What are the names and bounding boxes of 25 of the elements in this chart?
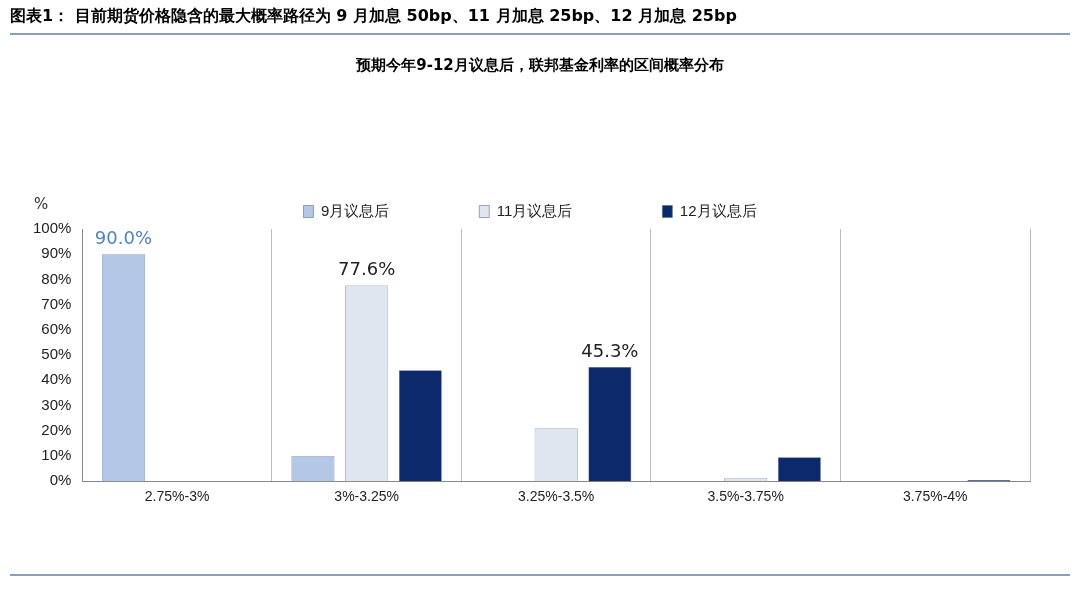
- y-tick-label: 80%: [41, 269, 72, 287]
- y-tick-label: 30%: [41, 395, 72, 413]
- x-tick-label: 2.75%-3%: [144, 488, 210, 505]
- chart-subtitle: 预期今年9-12月议息后，联邦基金利率的区间概率分布: [355, 56, 725, 75]
- data-label: 45.3%: [581, 339, 639, 361]
- y-tick-label: 90%: [41, 244, 72, 262]
- x-tick-label: 3.25%-3.5%: [518, 488, 595, 505]
- legend-label: 9月议息后: [320, 201, 390, 219]
- x-tick-label: 3.5%-3.75%: [707, 488, 784, 505]
- x-tick-label: 3%-3.25%: [334, 488, 399, 505]
- y-axis-title: %: [34, 195, 49, 213]
- data-label: 77.6%: [338, 258, 396, 280]
- y-tick-label: 40%: [41, 370, 72, 388]
- legend-label: 12月议息后: [679, 201, 757, 219]
- data-label: 90.0%: [94, 226, 153, 248]
- y-tick-label: 70%: [41, 294, 72, 312]
- legend-label: 11月议息后: [496, 201, 573, 219]
- y-tick-label: 20%: [41, 420, 72, 438]
- y-tick-label: 0%: [49, 471, 72, 489]
- y-tick-label: 10%: [41, 446, 72, 464]
- y-tick-label: 100%: [32, 219, 72, 237]
- y-tick-label: 60%: [41, 320, 72, 338]
- x-tick-label: 3.75%-4%: [902, 488, 968, 505]
- y-tick-label: 50%: [41, 345, 72, 363]
- chart-title: 图表1： 目前期货价格隐含的最大概率路径为 9 月加息 50bp、11 月加息 25bp、12 月加息 25bp: [10, 6, 1070, 35]
